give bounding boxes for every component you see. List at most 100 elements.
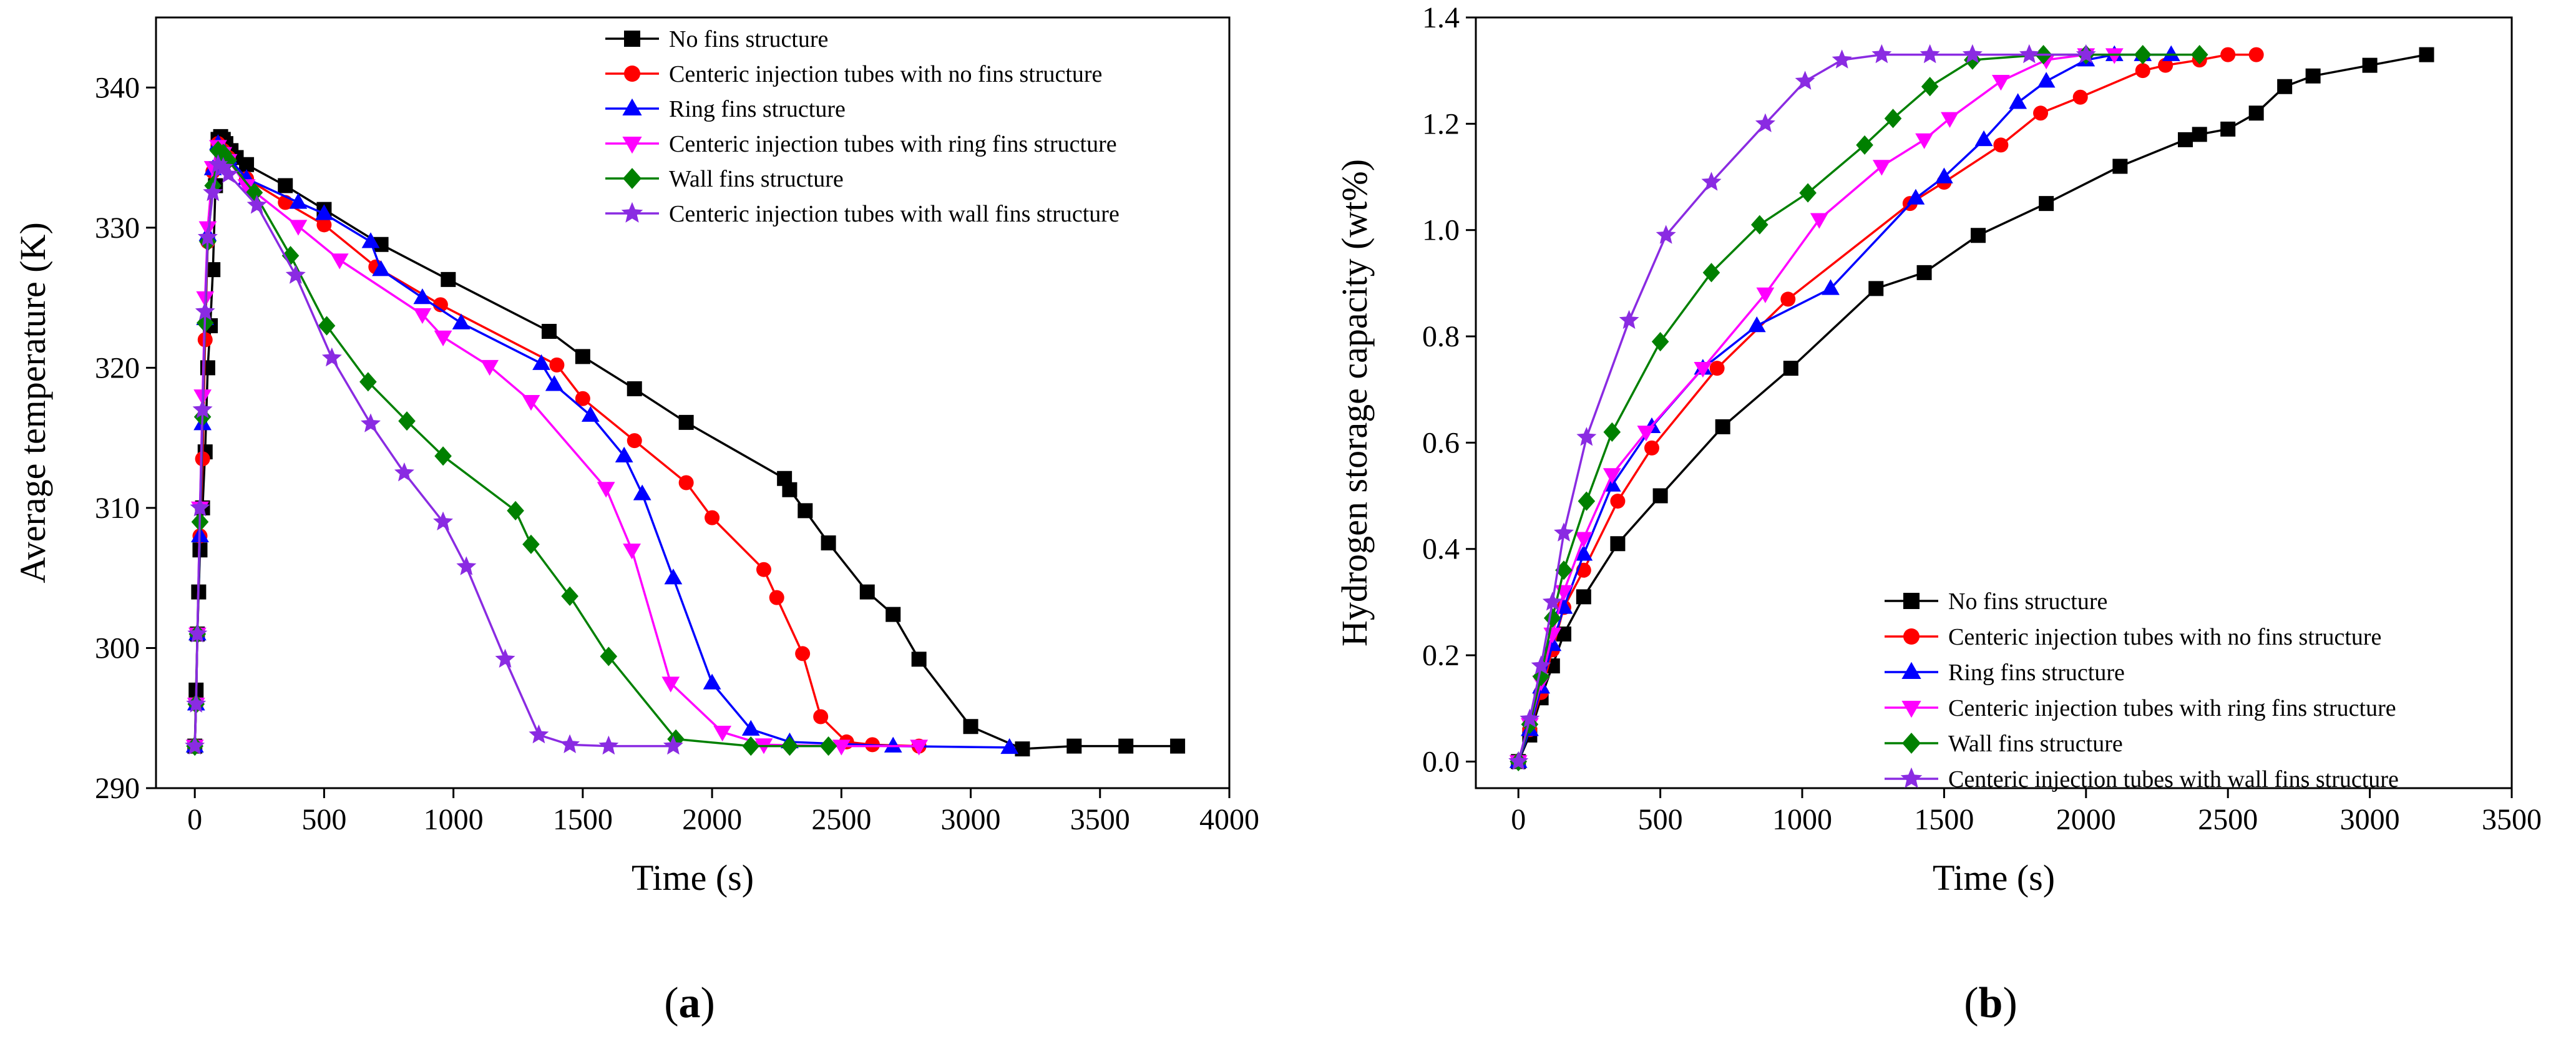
series-line: [1517, 53, 2086, 762]
data-point: [434, 330, 452, 346]
data-point: [678, 414, 694, 430]
data-point: [1795, 71, 1815, 90]
data-point: [192, 399, 213, 419]
x-tick-label: 500: [1638, 803, 1683, 836]
legend-label: Centeric injection tubes with ring fins …: [669, 131, 1117, 157]
data-point: [742, 736, 760, 756]
data-point: [813, 709, 829, 724]
data-point: [1118, 738, 1134, 754]
x-tick-label: 2500: [811, 803, 871, 836]
legend-marker: [1903, 628, 1920, 645]
data-point: [1915, 133, 1933, 149]
data-point: [398, 411, 416, 431]
data-point: [1578, 491, 1596, 511]
data-point: [2019, 44, 2039, 64]
data-point: [413, 288, 432, 305]
data-point: [1871, 44, 1892, 64]
x-tick-label: 3500: [2482, 803, 2542, 836]
data-point: [2192, 127, 2207, 142]
data-point: [963, 719, 978, 734]
data-point: [661, 676, 680, 693]
data-point: [545, 375, 564, 391]
data-point: [1574, 545, 1593, 561]
x-axis-title: Time (s): [632, 857, 754, 898]
data-point: [2248, 105, 2264, 121]
plot-frame: [155, 16, 1231, 789]
x-tick-label: 1000: [424, 803, 484, 836]
legend-item: Ring fins structure: [1885, 660, 2125, 686]
data-point: [239, 157, 255, 172]
legend-marker: [1900, 767, 1923, 788]
data-point: [1822, 279, 1840, 295]
legend-item: Centeric injection tubes with wall fins …: [1885, 766, 2399, 793]
legend-item: Wall fins structure: [1885, 731, 2123, 757]
legend-marker: [623, 168, 642, 189]
data-point: [623, 544, 642, 560]
data-point: [2105, 48, 2124, 64]
data-point: [1832, 49, 1852, 69]
chart-a: 0 500 1000 1500 2000 2500 3000 3500 4000 290 300 31…: [12, 16, 1259, 1027]
series-line: [193, 142, 919, 748]
data-point: [1970, 228, 1986, 243]
data-point: [289, 220, 308, 236]
data-point: [581, 406, 600, 422]
legend-marker: [1903, 593, 1920, 609]
data-point: [529, 724, 549, 744]
data-point: [1799, 183, 1817, 203]
data-point: [373, 237, 389, 252]
data-point: [1066, 738, 1082, 754]
data-point: [597, 482, 615, 498]
data-point: [911, 651, 927, 667]
data-point: [1651, 331, 1669, 352]
legend-marker: [622, 136, 642, 154]
data-point: [1554, 522, 1574, 542]
legend-label: Centeric injection tubes with no fins st…: [1948, 624, 2381, 650]
data-point: [1652, 488, 1668, 504]
data-point: [2158, 57, 2174, 73]
data-point: [1715, 419, 1730, 434]
data-point: [1576, 589, 1591, 605]
data-point: [1619, 310, 1639, 329]
data-point: [1000, 738, 1019, 754]
series-5: [185, 154, 683, 755]
data-point: [1702, 263, 1720, 283]
y-tick-label: 0.8: [1422, 320, 1460, 353]
series-line: [1517, 53, 2200, 762]
y-tick-label: 1.0: [1422, 214, 1460, 247]
data-point: [187, 623, 208, 643]
y-tick-label: 320: [95, 351, 140, 384]
y-axis-title: Hydrogen storage capacity (wt%): [1334, 159, 1375, 646]
data-point: [1884, 109, 1902, 129]
data-point: [452, 313, 471, 329]
data-point: [413, 308, 432, 324]
legend-label: Centeric injection tubes with wall fins …: [1948, 766, 2399, 793]
y-tick-label: 0.4: [1422, 533, 1460, 566]
x-tick-label: 3500: [1070, 803, 1130, 836]
series-5: [1508, 44, 2096, 770]
data-point: [190, 497, 210, 517]
data-point: [1520, 708, 1540, 728]
legend-item: Centeric injection tubes with ring fins …: [605, 131, 1117, 157]
y-tick-label: 290: [95, 772, 140, 805]
legend-label: Wall fins structure: [669, 166, 844, 192]
data-point: [1780, 291, 1796, 307]
data-point: [910, 739, 929, 756]
data-point: [561, 586, 578, 606]
data-point: [1906, 188, 1925, 205]
data-point: [1974, 130, 1993, 147]
data-point: [532, 354, 550, 370]
data-point: [372, 260, 390, 276]
y-tick-label: 340: [95, 71, 140, 104]
y-tick-label: 300: [95, 632, 140, 665]
data-point: [1610, 494, 1626, 509]
x-tick-label: 500: [301, 803, 346, 836]
data-point: [1755, 113, 1775, 132]
y-tick-label: 0.2: [1422, 639, 1460, 672]
data-point: [1603, 422, 1621, 442]
data-point: [315, 204, 333, 220]
data-point: [769, 590, 784, 605]
data-point: [756, 562, 771, 577]
data-point: [821, 535, 836, 551]
legend-marker: [622, 98, 642, 116]
data-point: [522, 534, 540, 554]
